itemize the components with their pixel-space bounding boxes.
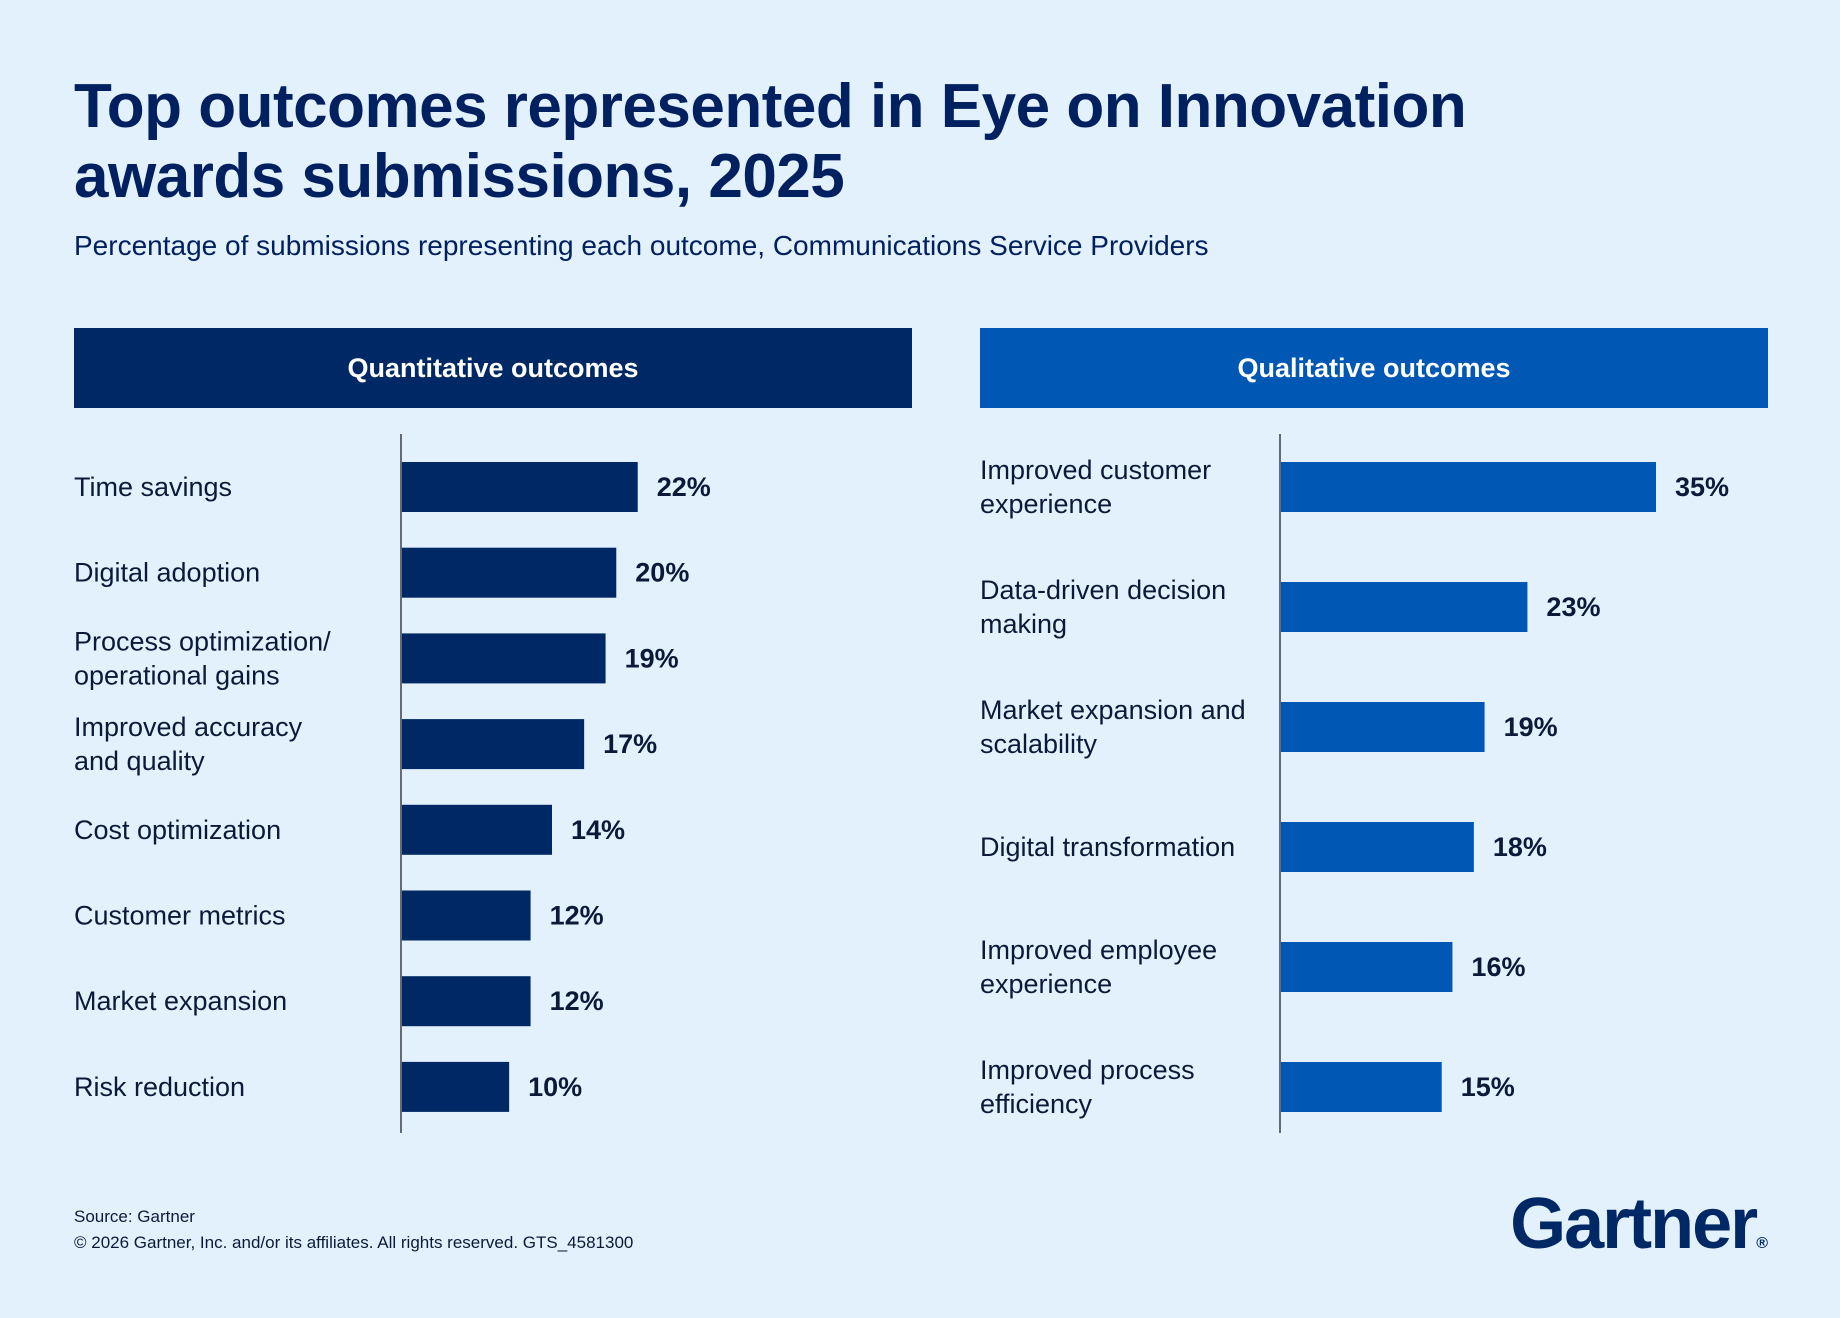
qualitative-value-label: 16% — [1471, 952, 1525, 982]
quantitative-value-label: 12% — [550, 986, 604, 1016]
qualitative-value-label: 23% — [1546, 592, 1600, 622]
copyright-note: © 2026 Gartner, Inc. and/or its affiliat… — [74, 1233, 634, 1252]
page-title: Top outcomes represented in Eye on Innov… — [74, 72, 1467, 211]
qualitative-value-label: 19% — [1504, 712, 1558, 742]
qualitative-value-label: 18% — [1493, 832, 1547, 862]
qualitative-bar — [1281, 582, 1528, 632]
quantitative-category-label: Time savings — [74, 472, 232, 502]
qualitative-bar — [1281, 462, 1656, 512]
qualitative-category-label: Improved customer experience — [980, 455, 1211, 519]
quantitative-bar — [402, 633, 606, 684]
logo-text: Gartner — [1510, 1184, 1758, 1264]
quantitative-category-label: Customer metrics — [74, 901, 286, 931]
qualitative-category-label: Improved employee experience — [980, 935, 1217, 999]
logo-registered-mark: ® — [1756, 1235, 1768, 1252]
quantitative-category-label: Cost optimization — [74, 815, 281, 845]
qualitative-bar — [1281, 702, 1485, 752]
quantitative-value-label: 19% — [625, 643, 679, 673]
qualitative-bar — [1281, 822, 1474, 872]
quantitative-bar — [402, 976, 531, 1027]
quantitative-value-label: 22% — [657, 472, 711, 502]
quantitative-category-label: Digital adoption — [74, 558, 260, 588]
qualitative-category-label: Market expansion and scalability — [980, 695, 1246, 759]
qualitative-bar — [1281, 1062, 1442, 1112]
qualitative-category-label: Digital transformation — [980, 832, 1235, 862]
quantitative-category-label: Process optimization/operational gains — [74, 626, 331, 690]
source-note: Source: Gartner — [74, 1207, 195, 1226]
footer: Source: Gartner © 2026 Gartner, Inc. and… — [74, 1204, 633, 1256]
quantitative-value-label: 17% — [603, 729, 657, 759]
quantitative-category-label: Improved accuracy and quality — [74, 712, 303, 776]
quantitative-bar — [402, 890, 531, 941]
quantitative-bar — [402, 462, 638, 512]
quantitative-bar — [402, 719, 585, 770]
quantitative-bar — [402, 804, 552, 855]
quantitative-bar — [402, 547, 617, 598]
gartner-logo: Gartner® — [1510, 1182, 1768, 1286]
qualitative-bar — [1281, 942, 1453, 992]
quantitative-bar — [402, 1061, 510, 1112]
qualitative-category-label: Data-driven decision making — [980, 575, 1226, 639]
quantitative-category-label: Risk reduction — [74, 1072, 245, 1102]
qualitative-panel-title: Qualitative outcomes — [1237, 352, 1511, 383]
quantitative-panel-header: Quantitative outcomes — [74, 328, 912, 408]
qualitative-value-label: 15% — [1461, 1072, 1515, 1102]
quantitative-category-label: Market expansion — [74, 986, 287, 1016]
quantitative-value-label: 10% — [528, 1072, 582, 1102]
quantitative-chart: 22% Time savings 20% Digital adoption 19% Pro… — [74, 434, 711, 1133]
quantitative-value-label: 20% — [635, 558, 689, 588]
quantitative-panel-title: Quantitative outcomes — [347, 352, 639, 383]
quantitative-value-label: 14% — [571, 815, 625, 845]
qualitative-category-label: Improved process efficiency — [980, 1055, 1195, 1119]
qualitative-value-label: 35% — [1675, 472, 1729, 502]
qualitative-chart: 35% Improved customer experience 23% Data-dr… — [980, 434, 1729, 1133]
quantitative-value-label: 12% — [550, 901, 604, 931]
page-subtitle: Percentage of submissions representing e… — [74, 230, 1209, 261]
qualitative-panel-header: Qualitative outcomes — [980, 328, 1768, 408]
